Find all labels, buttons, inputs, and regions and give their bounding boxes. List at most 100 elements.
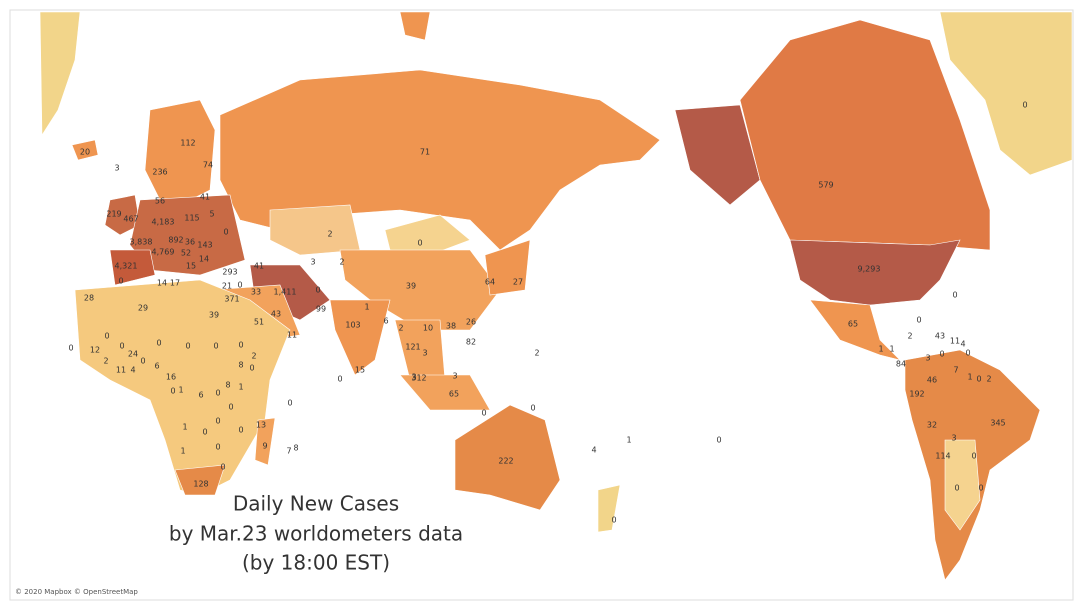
region-label: 1 [182, 423, 187, 432]
region-label: 103 [345, 321, 360, 330]
region-label: 1 [178, 386, 183, 395]
region-label: 4,769 [152, 248, 175, 257]
region-label: 4 [591, 446, 596, 455]
region-label: 71 [420, 148, 430, 157]
region-label: 115 [184, 214, 199, 223]
region-label: 10 [423, 324, 433, 333]
region-label: 26 [466, 318, 476, 327]
region-label: 0 [952, 291, 957, 300]
region-label: 3 [310, 258, 315, 267]
region-label: 24 [128, 350, 138, 359]
region-label: 2 [986, 375, 991, 384]
region-label: 33 [251, 288, 261, 297]
region-label: 46 [927, 376, 937, 385]
region-label: 0 [213, 342, 218, 351]
region-label: 11 [950, 337, 960, 346]
region-label: 121 [405, 343, 420, 352]
region-label: 56 [155, 197, 165, 206]
region-label: 0 [185, 342, 190, 351]
region-label: 312 [411, 374, 426, 383]
region-label: 0 [228, 403, 233, 412]
attribution: © 2020 Mapbox © OpenStreetMap [15, 588, 138, 596]
region-label: 2 [327, 230, 332, 239]
region-label: 0 [215, 389, 220, 398]
region-label: 0 [215, 417, 220, 426]
region-label: 16 [166, 373, 176, 382]
region-label: 371 [224, 295, 239, 304]
region-label: 2 [907, 332, 912, 341]
region-label: 12 [90, 346, 100, 355]
region-label: 0 [68, 344, 73, 353]
region-label: 21 [222, 282, 232, 291]
region-label: 39 [209, 311, 219, 320]
region-label: 0 [223, 228, 228, 237]
region-label: 13 [256, 421, 266, 430]
region-label: 7 [286, 447, 291, 456]
region-label: 892 [168, 236, 183, 245]
region-label: 0 [971, 452, 976, 461]
region-label: 236 [152, 168, 167, 177]
title-line: (by 18:00 EST) [242, 551, 390, 575]
region-label: 1 [364, 303, 369, 312]
region-label: 1 [967, 373, 972, 382]
region-label: 0 [202, 428, 207, 437]
region-label: 11 [287, 331, 297, 340]
region-label: 4,321 [115, 262, 138, 271]
region-label: 4 [130, 366, 135, 375]
region-label: 3,838 [130, 238, 153, 247]
region-label: 11 [116, 366, 126, 375]
region-label: 0 [481, 409, 486, 418]
region-label: 2 [534, 349, 539, 358]
region-label: 1 [626, 436, 631, 445]
region-label: 0 [237, 281, 242, 290]
region-label: 0 [976, 375, 981, 384]
region-label: 0 [1022, 101, 1027, 110]
region-label: 9,293 [858, 265, 881, 274]
region-label: 20 [80, 148, 90, 157]
region-label: 345 [990, 419, 1005, 428]
region-label: 7 [953, 366, 958, 375]
region-label: 293 [222, 268, 237, 277]
region-label: 0 [916, 316, 921, 325]
region-label: 0 [249, 364, 254, 373]
region-label: 8 [225, 381, 230, 390]
region-label: 1 [238, 383, 243, 392]
region-label: 2 [251, 352, 256, 361]
region-label: 41 [200, 193, 210, 202]
region-label: 0 [118, 277, 123, 286]
region-label: 17 [170, 279, 180, 288]
region-label: 43 [271, 310, 281, 319]
region-label: 4,183 [152, 218, 175, 227]
region-label: 51 [254, 318, 264, 327]
region-label: 74 [203, 161, 213, 170]
region-label: 0 [156, 339, 161, 348]
region-label: 0 [716, 436, 721, 445]
region-label: 38 [446, 322, 456, 331]
region-label: 0 [337, 375, 342, 384]
region-label: 143 [197, 241, 212, 250]
region-label: 3 [114, 164, 119, 173]
title-line: by Mar.23 worldometers data [169, 522, 463, 546]
region-label: 112 [180, 139, 195, 148]
region-label: 0 [611, 516, 616, 525]
region-label: 128 [193, 480, 208, 489]
region-label: 2 [339, 258, 344, 267]
region-label: 1 [180, 447, 185, 456]
region-label: 3 [452, 372, 457, 381]
region-label: 32 [927, 421, 937, 430]
region-label: 28 [84, 294, 94, 303]
region-label: 14 [157, 279, 167, 288]
region-label: 99 [316, 305, 326, 314]
region-label: 27 [513, 278, 523, 287]
region-label: 6 [198, 391, 203, 400]
region-label: 4 [960, 340, 965, 349]
region-label: 9 [262, 442, 267, 451]
region-label: 0 [238, 341, 243, 350]
region-label: 84 [896, 360, 906, 369]
region-label: 0 [965, 349, 970, 358]
region-label: 467 [123, 215, 138, 224]
region-label: 3 [925, 354, 930, 363]
region-label: 114 [935, 452, 950, 461]
